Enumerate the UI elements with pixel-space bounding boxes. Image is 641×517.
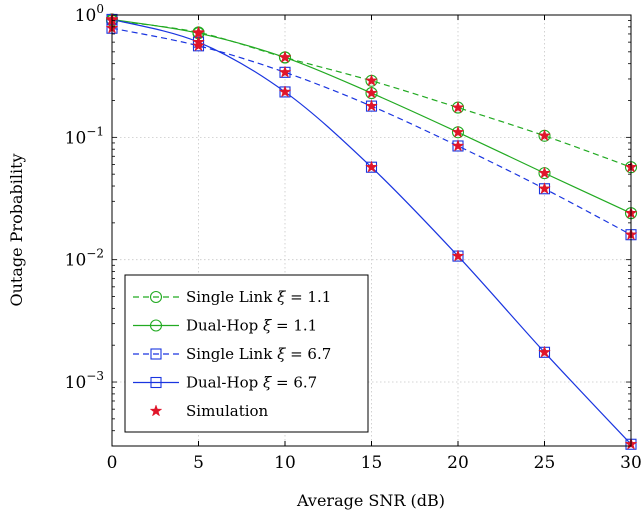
legend-label-2: Single Link ξ = 6.7	[186, 345, 331, 363]
x-tick-label: 20	[447, 453, 469, 473]
y-tick-label: 10−2	[65, 247, 104, 271]
simulation-point	[451, 249, 465, 262]
legend-marker-1	[149, 319, 163, 332]
simulation-point	[365, 99, 378, 112]
x-tick-label: 5	[193, 453, 204, 473]
legend-label-3: Dual-Hop ξ = 6.7	[186, 374, 317, 392]
legend-label-1: Dual-Hop ξ = 1.1	[186, 317, 317, 335]
y-tick-label: 10−1	[65, 124, 104, 148]
simulation-point	[365, 74, 378, 87]
simulation-point	[451, 125, 465, 138]
simulation-point	[538, 345, 551, 358]
legend-marker-3	[150, 376, 162, 389]
y-tick-label: 10−3	[65, 369, 104, 393]
y-tick-label: 100	[75, 2, 104, 26]
simulation-point	[192, 39, 205, 52]
simulation-point	[278, 65, 292, 78]
legend: Single Link ξ = 1.1 Dual-Hop ξ = 1.1 Singl…	[124, 274, 369, 433]
x-tick-label: 30	[620, 453, 641, 473]
x-tick-label: 0	[107, 453, 118, 473]
simulation-point	[451, 100, 465, 114]
simulation-point	[365, 86, 378, 99]
legend-label-simulation: Simulation	[186, 402, 269, 420]
simulation-point	[192, 35, 205, 48]
legend-label-0: Single Link ξ = 1.1	[186, 288, 331, 306]
simulation-point	[278, 85, 292, 98]
simulation-point	[278, 50, 292, 63]
simulation-point	[538, 166, 551, 179]
legend-marker-simulation	[149, 404, 163, 417]
simulation-point	[365, 160, 378, 173]
x-axis-title: Average SNR (dB)	[296, 491, 445, 510]
legend-marker-0	[149, 290, 163, 304]
simulation-point	[538, 181, 551, 195]
x-tick-label: 15	[361, 453, 383, 473]
simulation-point	[538, 129, 551, 142]
x-tick-label: 10	[274, 453, 296, 473]
simulation-point	[451, 139, 465, 152]
legend-marker-2	[150, 348, 162, 360]
x-tick-label: 25	[534, 453, 556, 473]
axis-ticks: 0 5 10 15 20 25 30 100 10−1 10−2 10−3	[65, 2, 641, 473]
y-axis-title: Outage Probability	[7, 153, 26, 306]
